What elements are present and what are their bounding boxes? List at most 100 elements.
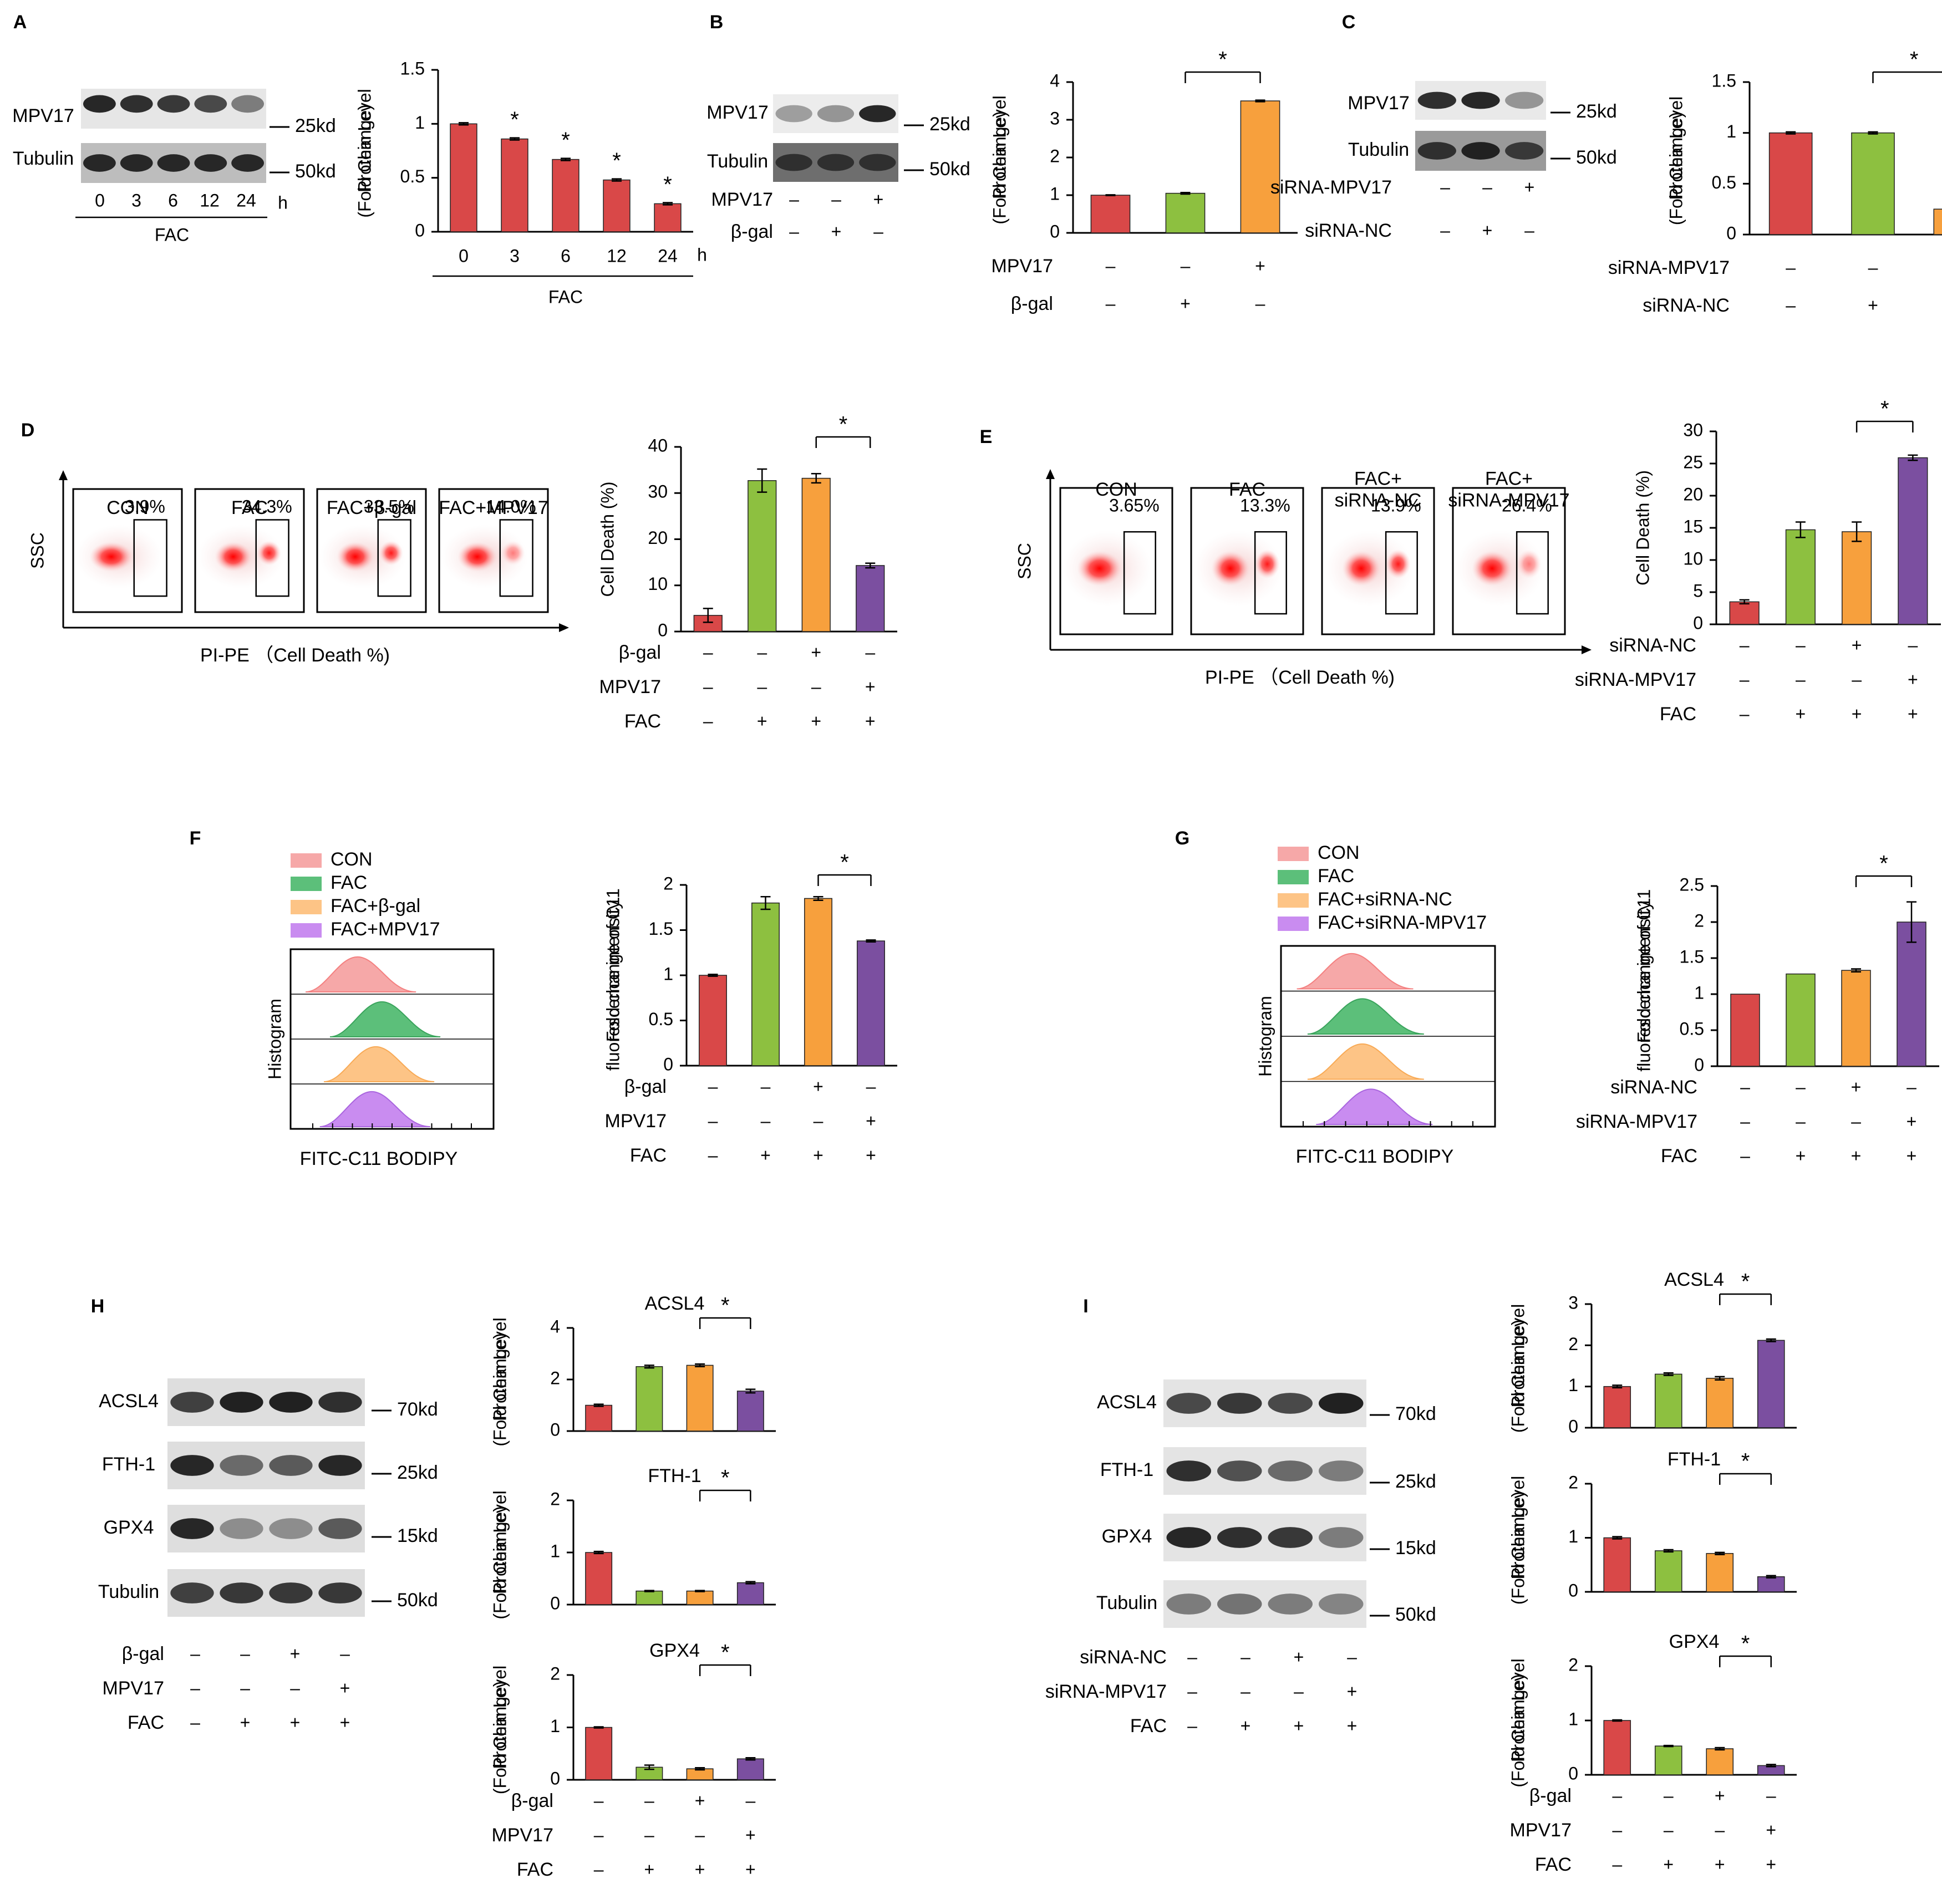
x-axis-label: PI-PE （Cell Death %) [200,645,390,666]
flow-gate [1516,531,1549,615]
panel-label-A: A [13,12,27,33]
y-tick-label: 1 [550,1716,560,1736]
blot-label: FTH-1 [102,1454,155,1475]
blot-band [817,105,855,123]
blot-band [1417,91,1456,109]
condition-mark: + [340,1678,350,1698]
y-tick-label: 0 [550,1419,560,1439]
lane-label: 6 [168,190,178,210]
marker-label: 25kd [1576,101,1617,122]
y-tick-label: 0 [663,1054,673,1074]
legend-label: FAC+β-gal [331,895,420,917]
blot-band [194,154,227,172]
panel-label-B: B [710,12,724,33]
condition-mark: + [1482,220,1493,240]
flow-density-core [215,542,252,572]
group-label: siRNA-NC [1335,490,1422,511]
significance-star: * [1218,48,1227,72]
condition-mark: – [190,1643,200,1663]
condition-mark: + [1663,1854,1674,1874]
panel-label-E: E [980,426,993,447]
condition-label: siRNA-MPV17 [1270,177,1392,198]
blot-strip [773,143,898,182]
y-tick-label: 0 [550,1768,560,1788]
bar [856,565,885,632]
condition-mark: + [1796,1146,1806,1165]
condition-mark: – [831,189,841,209]
blot-band [269,1518,313,1539]
blot-label: Tubulin [98,1581,159,1602]
condition-mark: + [1907,1146,1917,1165]
bar-chart-F: 0 0.5 1 1.5 2 * β-gal – – + – MPV17 – – – + FAC – + + + [605,851,897,1166]
y-tick-label: 1.5 [1712,70,1736,90]
condition-mark: + [831,221,842,241]
y-axis-label: (Fold Change) [1508,1491,1528,1605]
marker-label: 15kd [1395,1538,1436,1559]
y-tick-label: 0.5 [400,166,425,186]
blot-band [231,154,264,172]
condition-mark: + [813,1145,823,1165]
group-label: CON [106,497,149,518]
condition-label: β-gal [511,1790,553,1811]
y-tick-label: 0 [550,1593,560,1613]
blot-band [318,1518,362,1539]
legend-swatch [291,853,322,868]
bar [585,1727,613,1780]
y-tick-label: 4 [1050,70,1060,90]
y-axis-label: SSC [27,532,47,569]
gate-percent: 34.3% [242,496,292,516]
condition-label: β-gal [1529,1785,1572,1806]
blot-band [859,105,896,123]
condition-mark: + [1907,1111,1917,1131]
histogram-peak [329,1001,441,1037]
y-tick-label: 0 [1568,1763,1578,1783]
condition-mark: + [865,711,876,731]
condition-label: β-gal [731,221,773,242]
y-axis-label: fluorescence intensity [603,900,623,1071]
y-tick-label: 0 [658,620,668,640]
condition-mark: – [1181,256,1191,276]
blot-band [1166,1594,1212,1615]
histogram-peak [319,1091,430,1127]
histogram-peak [1307,1043,1424,1080]
group-label: FAC [231,497,268,518]
x-axis-arrow [1582,645,1592,654]
marker-label: 25kd [397,1462,438,1483]
significance-star: * [1741,1632,1750,1656]
significance-star: * [1741,1270,1750,1294]
bar [801,477,831,632]
histogram-peak [306,956,416,992]
chart-title: FTH-1 [1668,1449,1721,1470]
condition-label: β-gal [122,1643,164,1664]
y-axis-arrow [59,470,68,480]
condition-label: β-gal [624,1076,667,1097]
flow-density-core [337,542,374,572]
y-tick-label: 2 [550,1663,560,1683]
condition-mark: + [745,1825,756,1845]
bar [1933,208,1942,235]
bar [450,123,477,232]
y-tick-label: 2 [1568,1472,1578,1492]
y-tick-label: 3 [1568,1292,1578,1312]
condition-label: siRNA-NC [1610,1077,1697,1098]
flow-density-core [89,542,133,572]
y-axis-label: Protein Level [490,1490,510,1594]
condition-mark: – [1664,1785,1674,1805]
blot-label: GPX4 [104,1517,154,1538]
flow-density-core [379,541,403,566]
condition-mark: + [290,1712,301,1732]
flow-density-core [1386,549,1411,579]
blot-label: FTH-1 [1100,1459,1153,1480]
blot-band [1268,1527,1313,1548]
bar [654,203,682,232]
condition-mark: + [1715,1785,1725,1805]
significance-star: * [663,172,672,197]
condition-mark: + [1868,295,1878,315]
condition-mark: – [594,1859,604,1879]
flow-plots-E: SSC PI-PE （Cell Death %) 3.65% 13.3% 13.9% 26… [1014,469,1592,688]
condition-mark: – [1664,1820,1674,1840]
blot-band [1461,142,1500,160]
x-tick-label: 24 [658,246,678,266]
bar [1706,1553,1734,1592]
y-tick-label: 5 [1693,581,1703,600]
